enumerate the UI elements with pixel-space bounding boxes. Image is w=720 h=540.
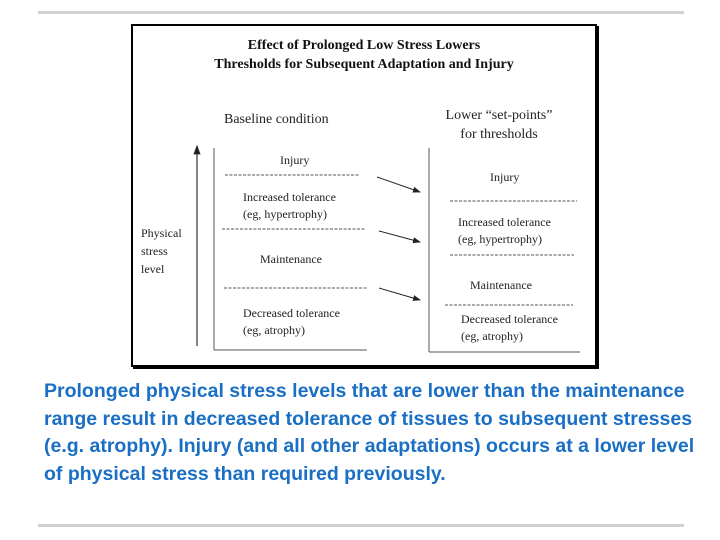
lower-maintenance: Maintenance bbox=[470, 278, 532, 292]
baseline-increased: Increased tolerance (eg, hypertrophy) bbox=[243, 189, 336, 223]
baseline-increased-example: (eg, hypertrophy) bbox=[243, 207, 327, 221]
baseline-decreased: Decreased tolerance (eg, atrophy) bbox=[243, 305, 340, 339]
shift-arrow-injury bbox=[376, 176, 421, 193]
figure-title: Effect of Prolonged Low Stress Lowers Thr… bbox=[133, 36, 595, 74]
lower-increased-example: (eg, hypertrophy) bbox=[458, 232, 542, 246]
axis-label-line: stress bbox=[141, 244, 168, 258]
lower-heading-line-1: Lower “set-points” bbox=[445, 108, 553, 123]
axis-label-line: Physical bbox=[141, 226, 182, 240]
figure-title-line-2: Thresholds for Subsequent Adaptation and… bbox=[214, 57, 514, 72]
baseline-injury: Injury bbox=[280, 153, 310, 167]
lower-decreased-label: Decreased tolerance bbox=[461, 312, 558, 326]
baseline-decreased-label: Decreased tolerance bbox=[243, 306, 340, 320]
axis-label: Physical stress level bbox=[141, 224, 182, 278]
lower-decreased-example: (eg, atrophy) bbox=[461, 329, 523, 343]
lower-injury: Injury bbox=[490, 170, 520, 184]
lower-increased: Increased tolerance (eg, hypertrophy) bbox=[458, 214, 551, 248]
diagram-lines bbox=[193, 144, 580, 353]
top-rule bbox=[38, 11, 684, 14]
figure-title-line-1: Effect of Prolonged Low Stress Lowers bbox=[247, 38, 481, 53]
lower-heading-line-2: for thresholds bbox=[460, 127, 538, 142]
bottom-rule bbox=[38, 524, 684, 527]
baseline-heading: Baseline condition bbox=[224, 112, 329, 127]
baseline-decreased-example: (eg, atrophy) bbox=[243, 323, 305, 337]
lower-decreased: Decreased tolerance (eg, atrophy) bbox=[461, 311, 558, 345]
caption-text: Prolonged physical stress levels that ar… bbox=[44, 380, 695, 485]
baseline-maintenance: Maintenance bbox=[260, 252, 322, 266]
baseline-increased-label: Increased tolerance bbox=[243, 190, 336, 204]
shift-arrow-increased bbox=[378, 230, 421, 244]
threshold-diagram: Effect of Prolonged Low Stress Lowers Thr… bbox=[131, 24, 597, 367]
axis-label-line: level bbox=[141, 262, 165, 276]
lower-heading: Lower “set-points” for thresholds bbox=[433, 106, 565, 144]
lower-increased-label: Increased tolerance bbox=[458, 215, 551, 229]
shift-arrow-maintenance bbox=[378, 287, 421, 301]
